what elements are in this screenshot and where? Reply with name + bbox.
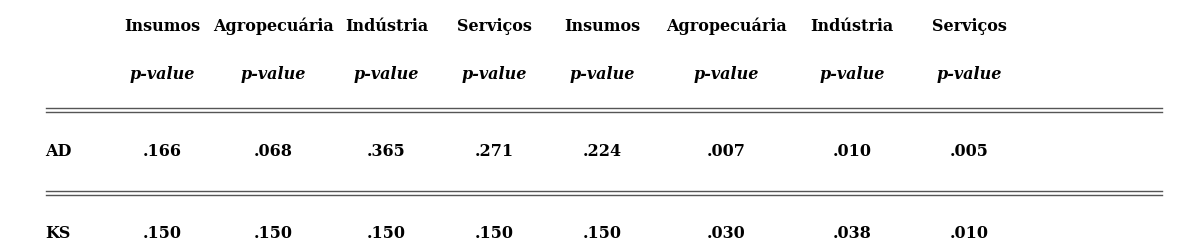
Text: p-value: p-value bbox=[130, 66, 194, 83]
Text: Serviços: Serviços bbox=[932, 18, 1007, 34]
Text: .030: .030 bbox=[707, 225, 745, 242]
Text: Serviços: Serviços bbox=[457, 18, 532, 34]
Text: .166: .166 bbox=[143, 143, 181, 160]
Text: p-value: p-value bbox=[462, 66, 527, 83]
Text: Agropecuária: Agropecuária bbox=[666, 17, 786, 35]
Text: .038: .038 bbox=[833, 225, 871, 242]
Text: .150: .150 bbox=[254, 225, 293, 242]
Text: .150: .150 bbox=[475, 225, 514, 242]
Text: Indústria: Indústria bbox=[810, 18, 894, 34]
Text: p-value: p-value bbox=[937, 66, 1002, 83]
Text: .224: .224 bbox=[583, 143, 622, 160]
Text: .271: .271 bbox=[475, 143, 514, 160]
Text: Insumos: Insumos bbox=[564, 18, 641, 34]
Text: Indústria: Indústria bbox=[344, 18, 428, 34]
Text: .007: .007 bbox=[707, 143, 745, 160]
Text: p-value: p-value bbox=[820, 66, 884, 83]
Text: p-value: p-value bbox=[354, 66, 419, 83]
Text: .005: .005 bbox=[950, 143, 989, 160]
Text: p-value: p-value bbox=[570, 66, 635, 83]
Text: Agropecuária: Agropecuária bbox=[214, 17, 334, 35]
Text: Insumos: Insumos bbox=[124, 18, 200, 34]
Text: .010: .010 bbox=[950, 225, 989, 242]
Text: p-value: p-value bbox=[694, 66, 758, 83]
Text: .010: .010 bbox=[833, 143, 871, 160]
Text: p-value: p-value bbox=[241, 66, 306, 83]
Text: KS: KS bbox=[46, 225, 71, 242]
Text: .150: .150 bbox=[367, 225, 406, 242]
Text: .068: .068 bbox=[254, 143, 293, 160]
Text: .150: .150 bbox=[143, 225, 181, 242]
Text: .150: .150 bbox=[583, 225, 622, 242]
Text: .365: .365 bbox=[367, 143, 406, 160]
Text: AD: AD bbox=[46, 143, 72, 160]
